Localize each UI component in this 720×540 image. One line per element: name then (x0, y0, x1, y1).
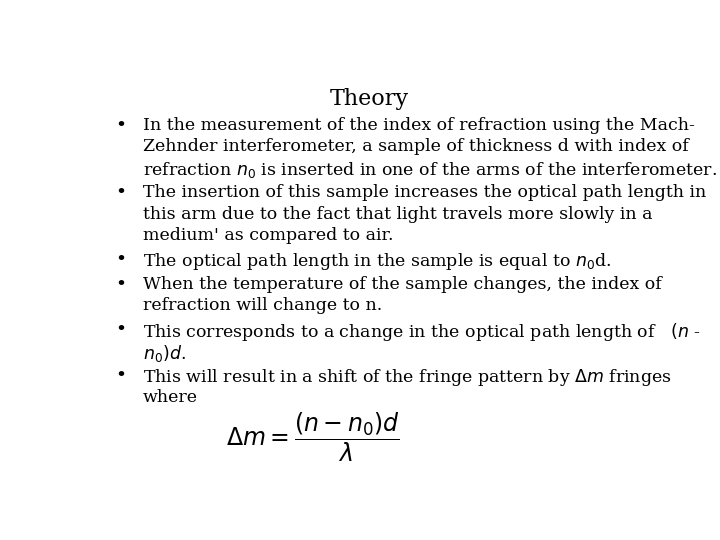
Text: •: • (115, 252, 126, 269)
Text: Zehnder interferometer, a sample of thickness d with index of: Zehnder interferometer, a sample of thic… (143, 138, 689, 156)
Text: The insertion of this sample increases the optical path length in: The insertion of this sample increases t… (143, 184, 706, 201)
Text: refraction $n_0$ is inserted in one of the arms of the interferometer.: refraction $n_0$ is inserted in one of t… (143, 160, 717, 180)
Text: •: • (115, 184, 126, 202)
Text: Theory: Theory (330, 87, 408, 110)
Text: In the measurement of the index of refraction using the Mach-: In the measurement of the index of refra… (143, 117, 695, 134)
Text: This corresponds to a change in the optical path length of   $(n$ -: This corresponds to a change in the opti… (143, 321, 701, 343)
Text: •: • (115, 117, 126, 135)
Text: medium' as compared to air.: medium' as compared to air. (143, 227, 394, 245)
Text: When the temperature of the sample changes, the index of: When the temperature of the sample chang… (143, 275, 662, 293)
Text: •: • (115, 367, 126, 385)
Text: refraction will change to n.: refraction will change to n. (143, 297, 382, 314)
Text: This will result in a shift of the fringe pattern by $\Delta m$ fringes: This will result in a shift of the fring… (143, 367, 672, 388)
Text: •: • (115, 275, 126, 294)
Text: •: • (115, 321, 126, 339)
Text: this arm due to the fact that light travels more slowly in a: this arm due to the fact that light trav… (143, 206, 652, 223)
Text: $n_0)d$.: $n_0)d$. (143, 343, 186, 364)
Text: The optical path length in the sample is equal to $n_0$d.: The optical path length in the sample is… (143, 252, 611, 273)
Text: $\Delta m = \dfrac{(n - n_0)d}{\lambda}$: $\Delta m = \dfrac{(n - n_0)d}{\lambda}$ (226, 410, 400, 464)
Text: where: where (143, 389, 198, 406)
